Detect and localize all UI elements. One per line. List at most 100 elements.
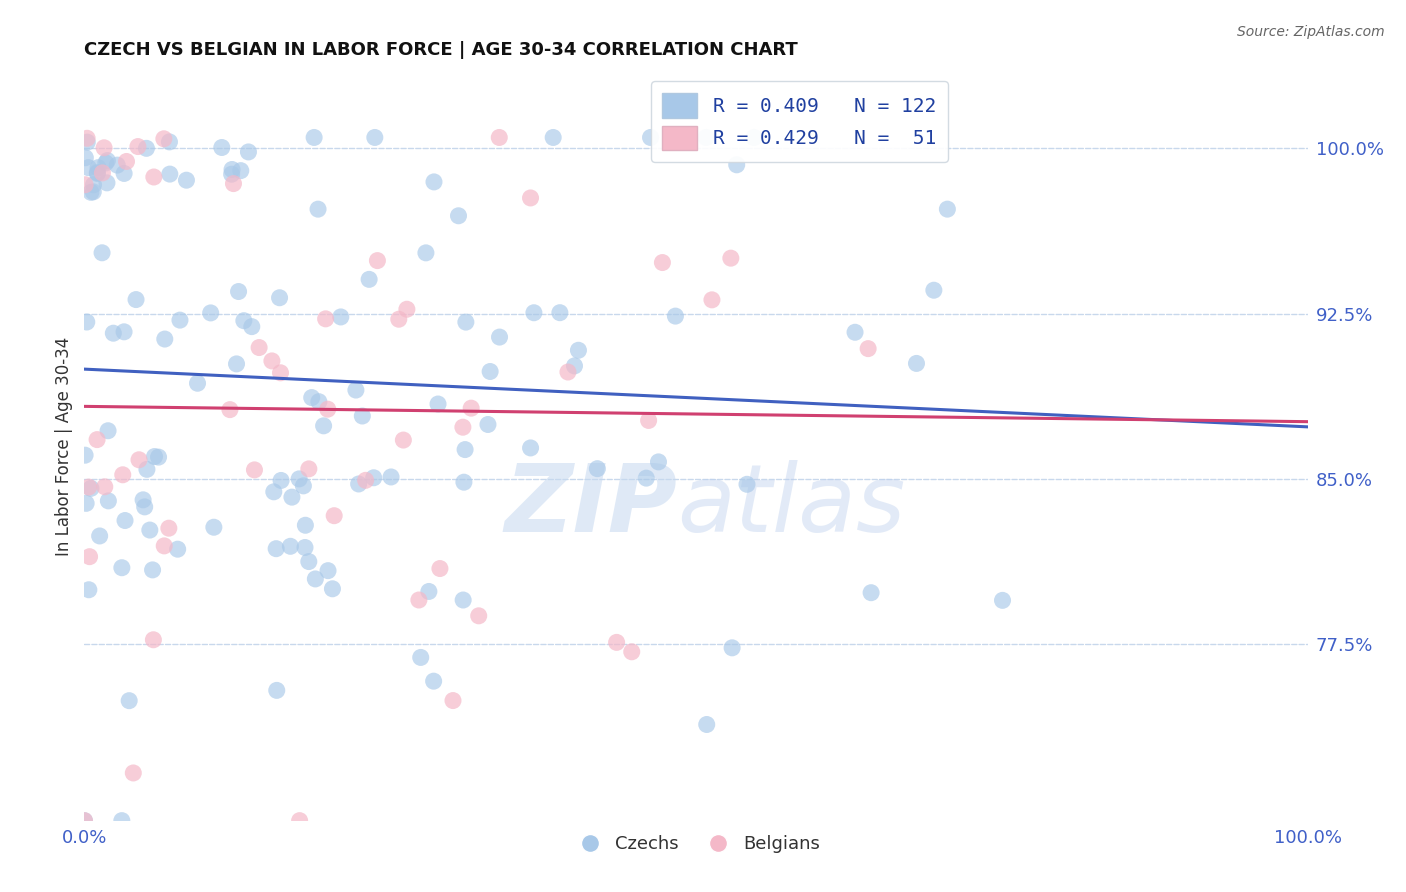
- Point: [647, 455, 669, 469]
- Point: [142, 169, 165, 184]
- Point: [73, 814, 96, 828]
- Point: [270, 474, 292, 488]
- Point: [636, 471, 658, 485]
- Point: [111, 467, 134, 482]
- Point: [409, 650, 432, 665]
- Point: [312, 418, 335, 433]
- Point: [720, 251, 742, 265]
- Point: [82, 185, 104, 199]
- Point: [77, 161, 100, 175]
- Point: [280, 539, 302, 553]
- Point: [725, 158, 748, 172]
- Point: [441, 693, 464, 707]
- Point: [664, 309, 686, 323]
- Point: [153, 132, 176, 146]
- Point: [105, 158, 128, 172]
- Point: [302, 130, 325, 145]
- Text: ZIP: ZIP: [505, 460, 678, 552]
- Point: [266, 683, 288, 698]
- Point: [77, 480, 100, 494]
- Point: [380, 470, 402, 484]
- Point: [467, 608, 489, 623]
- Point: [232, 314, 254, 328]
- Point: [91, 166, 114, 180]
- Point: [364, 130, 387, 145]
- Point: [640, 130, 662, 145]
- Point: [922, 283, 945, 297]
- Point: [415, 245, 437, 260]
- Point: [153, 539, 176, 553]
- Point: [148, 450, 170, 464]
- Point: [429, 561, 451, 575]
- Point: [488, 130, 510, 145]
- Point: [77, 582, 100, 597]
- Point: [139, 523, 162, 537]
- Point: [228, 285, 250, 299]
- Point: [96, 176, 118, 190]
- Point: [451, 420, 474, 434]
- Point: [541, 130, 564, 145]
- Text: atlas: atlas: [678, 460, 905, 551]
- Point: [519, 191, 541, 205]
- Point: [219, 402, 242, 417]
- Point: [696, 717, 718, 731]
- Point: [307, 202, 329, 216]
- Point: [114, 514, 136, 528]
- Point: [844, 325, 866, 339]
- Point: [94, 156, 117, 170]
- Point: [260, 354, 283, 368]
- Point: [89, 529, 111, 543]
- Point: [721, 640, 744, 655]
- Point: [294, 541, 316, 555]
- Point: [354, 473, 377, 487]
- Point: [240, 319, 263, 334]
- Point: [115, 154, 138, 169]
- Point: [238, 145, 260, 159]
- Point: [860, 585, 883, 599]
- Point: [127, 139, 149, 153]
- Point: [606, 635, 628, 649]
- Point: [142, 563, 165, 577]
- Point: [247, 341, 270, 355]
- Point: [488, 330, 510, 344]
- Point: [352, 409, 374, 423]
- Point: [695, 130, 717, 145]
- Point: [427, 397, 450, 411]
- Point: [111, 560, 134, 574]
- Point: [112, 166, 135, 180]
- Point: [323, 508, 346, 523]
- Point: [288, 814, 311, 828]
- Point: [567, 343, 589, 358]
- Point: [856, 342, 879, 356]
- Point: [564, 359, 586, 373]
- Point: [366, 253, 388, 268]
- Point: [221, 162, 243, 177]
- Point: [637, 413, 659, 427]
- Point: [269, 291, 291, 305]
- Point: [557, 365, 579, 379]
- Point: [347, 477, 370, 491]
- Point: [991, 593, 1014, 607]
- Point: [169, 313, 191, 327]
- Point: [122, 766, 145, 780]
- Point: [270, 366, 292, 380]
- Point: [80, 186, 103, 200]
- Point: [392, 433, 415, 447]
- Point: [103, 326, 125, 341]
- Point: [135, 141, 157, 155]
- Point: [75, 496, 97, 510]
- Point: [211, 140, 233, 154]
- Point: [329, 310, 352, 324]
- Point: [263, 484, 285, 499]
- Point: [111, 814, 134, 828]
- Point: [112, 325, 135, 339]
- Point: [363, 471, 385, 485]
- Point: [225, 357, 247, 371]
- Point: [202, 520, 225, 534]
- Point: [243, 463, 266, 477]
- Text: CZECH VS BELGIAN IN LABOR FORCE | AGE 30-34 CORRELATION CHART: CZECH VS BELGIAN IN LABOR FORCE | AGE 30…: [84, 41, 799, 59]
- Point: [125, 293, 148, 307]
- Point: [142, 632, 165, 647]
- Point: [93, 141, 115, 155]
- Point: [298, 555, 321, 569]
